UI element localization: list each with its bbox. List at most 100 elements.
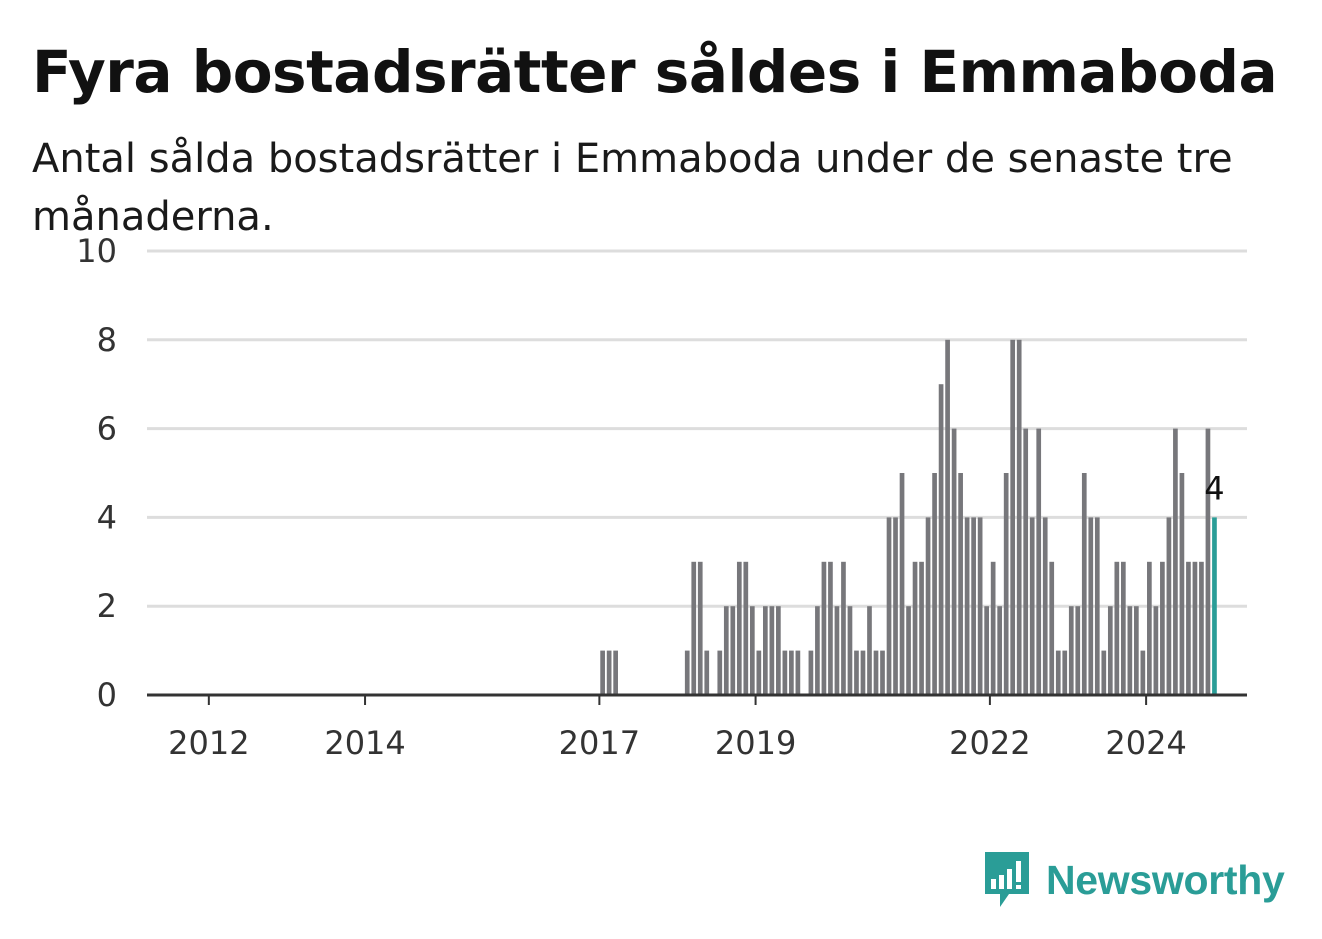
bar	[1140, 650, 1146, 695]
x-tick-label: 2014	[324, 724, 405, 762]
bar	[925, 517, 931, 695]
bar	[1055, 650, 1061, 695]
bar	[919, 561, 924, 695]
data-labels: 4	[1204, 469, 1224, 507]
bar	[997, 606, 1003, 695]
bar	[789, 650, 794, 695]
bar	[704, 650, 710, 695]
bar	[1049, 561, 1055, 695]
bar	[932, 473, 937, 695]
x-tick-label: 2024	[1105, 724, 1186, 762]
bar	[1120, 561, 1126, 695]
bar	[756, 650, 762, 695]
bar	[1153, 606, 1159, 695]
x-tick-label: 2017	[559, 724, 640, 762]
bar	[1134, 606, 1139, 695]
bar	[984, 606, 989, 695]
bar	[1186, 561, 1191, 695]
bar	[1101, 650, 1107, 695]
bar	[1107, 606, 1113, 695]
bar	[730, 606, 736, 695]
bar	[1179, 473, 1185, 695]
y-tick-label: 4	[97, 498, 117, 536]
bar	[743, 561, 749, 695]
latest-value-label: 4	[1204, 469, 1224, 507]
bar	[763, 606, 768, 695]
bar	[1173, 428, 1178, 695]
bar	[795, 650, 801, 695]
bars	[600, 339, 1217, 695]
bar	[613, 650, 618, 695]
bar	[782, 650, 788, 695]
gridlines	[147, 249, 1247, 608]
bar	[834, 606, 840, 695]
bar	[847, 606, 853, 695]
bar	[697, 561, 703, 695]
bar	[1036, 428, 1042, 695]
y-tick-label: 2	[97, 587, 117, 625]
x-tick-label: 2012	[168, 724, 249, 762]
x-tick-label: 2019	[715, 724, 796, 762]
bar	[1166, 517, 1172, 695]
bar	[951, 428, 957, 695]
bar	[1205, 428, 1211, 695]
bar	[723, 606, 729, 695]
bar	[749, 606, 755, 695]
newsworthy-logo: Newsworthy	[982, 848, 1285, 912]
bar	[893, 517, 898, 695]
x-axis: 2012 2014 2017 2019 2022 2024	[147, 693, 1247, 762]
bar	[1160, 561, 1165, 695]
bar	[867, 606, 872, 695]
bar	[990, 561, 996, 695]
bar	[899, 473, 905, 695]
bar	[1003, 473, 1009, 695]
bar	[912, 561, 918, 695]
bar	[860, 650, 866, 695]
bar	[1062, 650, 1068, 695]
y-axis-ticks: 0 2 4 6 8 10	[76, 232, 117, 714]
bar	[776, 606, 781, 695]
bar	[938, 384, 944, 695]
bar	[841, 561, 846, 695]
bar	[606, 650, 612, 695]
bar	[906, 606, 911, 695]
bar	[769, 606, 775, 695]
bar	[977, 517, 983, 695]
bar	[1068, 606, 1074, 695]
bar	[1042, 517, 1048, 695]
bar	[1114, 561, 1120, 695]
bar	[691, 561, 697, 695]
bar	[1010, 339, 1016, 695]
bar	[828, 561, 833, 695]
bar	[736, 561, 742, 695]
bar	[1016, 339, 1022, 695]
bar	[1094, 517, 1100, 695]
bar	[1199, 561, 1204, 695]
bar	[815, 606, 820, 695]
bar	[1147, 561, 1152, 695]
bar	[717, 650, 723, 695]
bar	[886, 517, 892, 695]
bar	[1023, 428, 1029, 695]
y-tick-label: 6	[97, 410, 117, 448]
bar	[684, 650, 690, 695]
bar	[1192, 561, 1198, 695]
bar	[958, 473, 963, 695]
newsworthy-logo-icon	[985, 852, 1029, 907]
brand-name: Newsworthy	[1046, 856, 1285, 903]
bar	[1081, 473, 1087, 695]
bar	[971, 517, 976, 695]
y-tick-label: 8	[97, 321, 117, 359]
bar	[854, 650, 859, 695]
x-tick-label: 2022	[949, 724, 1030, 762]
y-tick-label: 10	[76, 232, 117, 270]
bar	[1029, 517, 1035, 695]
bar	[880, 650, 885, 695]
bar	[945, 339, 950, 695]
bar	[821, 561, 827, 695]
chart-subtitle: Antal sålda bostadsrätter i Emmaboda und…	[32, 136, 1233, 240]
bar	[1075, 606, 1081, 695]
bar	[808, 650, 814, 695]
bar-latest	[1212, 517, 1217, 695]
